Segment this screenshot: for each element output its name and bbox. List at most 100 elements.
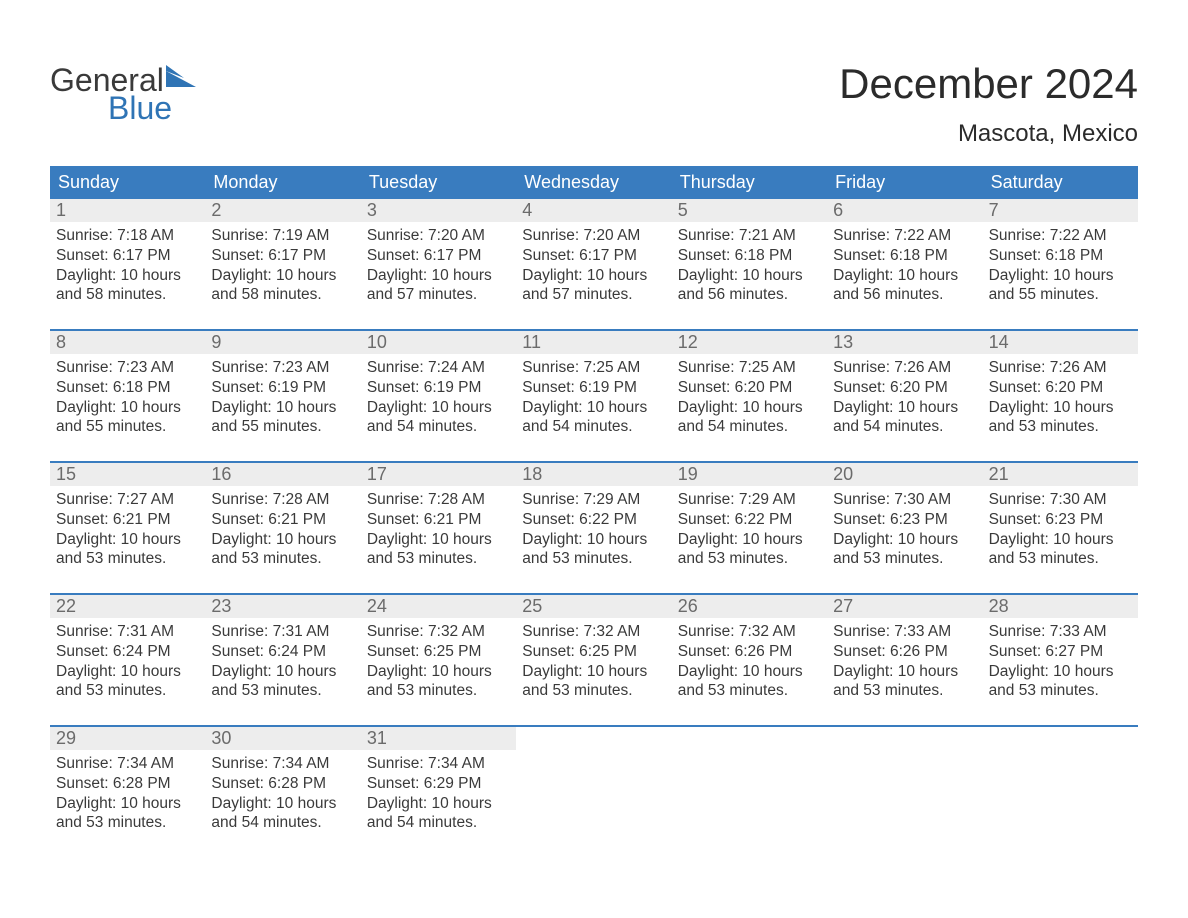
day-body: Sunrise: 7:27 AMSunset: 6:21 PMDaylight:… [50, 486, 205, 569]
day-body: Sunrise: 7:33 AMSunset: 6:27 PMDaylight:… [983, 618, 1138, 701]
day-cell: 30Sunrise: 7:34 AMSunset: 6:28 PMDayligh… [205, 727, 360, 849]
day-cell: 8 Sunrise: 7:23 AMSunset: 6:18 PMDaylight… [50, 331, 205, 453]
day-number-row: 3 [361, 199, 516, 222]
sunrise-text: Sunrise: 7:26 AM [833, 358, 976, 378]
sunset-text: Sunset: 6:25 PM [522, 642, 665, 662]
day-body: Sunrise: 7:34 AMSunset: 6:28 PMDaylight:… [205, 750, 360, 833]
brand-logo: General Blue [50, 60, 196, 124]
day-number: 6 [833, 200, 843, 220]
weeks-container: 1Sunrise: 7:18 AMSunset: 6:17 PMDaylight… [50, 199, 1138, 849]
daylight-line-2: and 53 minutes. [678, 549, 821, 569]
daylight-line-1: Daylight: 10 hours [56, 530, 199, 550]
sunrise-text: Sunrise: 7:32 AM [522, 622, 665, 642]
day-body: Sunrise: 7:33 AMSunset: 6:26 PMDaylight:… [827, 618, 982, 701]
day-cell: 20Sunrise: 7:30 AMSunset: 6:23 PMDayligh… [827, 463, 982, 585]
day-body: Sunrise: 7:34 AMSunset: 6:28 PMDaylight:… [50, 750, 205, 833]
day-number-row: 8 [50, 331, 205, 354]
day-number: 19 [678, 464, 698, 484]
daylight-line-2: and 58 minutes. [211, 285, 354, 305]
daylight-line-2: and 53 minutes. [989, 681, 1132, 701]
day-number: 13 [833, 332, 853, 352]
sunrise-text: Sunrise: 7:20 AM [367, 226, 510, 246]
day-number-row: 5 [672, 199, 827, 222]
daylight-line-2: and 53 minutes. [989, 549, 1132, 569]
day-number: 18 [522, 464, 542, 484]
sunrise-text: Sunrise: 7:21 AM [678, 226, 821, 246]
sunset-text: Sunset: 6:28 PM [211, 774, 354, 794]
sunset-text: Sunset: 6:24 PM [211, 642, 354, 662]
sunrise-text: Sunrise: 7:23 AM [211, 358, 354, 378]
day-cell: 16Sunrise: 7:28 AMSunset: 6:21 PMDayligh… [205, 463, 360, 585]
daylight-line-1: Daylight: 10 hours [367, 530, 510, 550]
daylight-line-1: Daylight: 10 hours [989, 662, 1132, 682]
day-cell: 1Sunrise: 7:18 AMSunset: 6:17 PMDaylight… [50, 199, 205, 321]
sunrise-text: Sunrise: 7:27 AM [56, 490, 199, 510]
sunrise-text: Sunrise: 7:34 AM [211, 754, 354, 774]
day-cell: 6Sunrise: 7:22 AMSunset: 6:18 PMDaylight… [827, 199, 982, 321]
sunrise-text: Sunrise: 7:22 AM [989, 226, 1132, 246]
flag-icon [166, 60, 196, 92]
sunset-text: Sunset: 6:18 PM [678, 246, 821, 266]
day-number-row: 1 [50, 199, 205, 222]
daylight-line-2: and 57 minutes. [367, 285, 510, 305]
daylight-line-2: and 54 minutes. [211, 813, 354, 833]
day-cell: 29Sunrise: 7:34 AMSunset: 6:28 PMDayligh… [50, 727, 205, 849]
day-body: Sunrise: 7:20 AMSunset: 6:17 PMDaylight:… [516, 222, 671, 305]
sunset-text: Sunset: 6:26 PM [833, 642, 976, 662]
day-number: 4 [522, 200, 532, 220]
day-number: 7 [989, 200, 999, 220]
day-number: 29 [56, 728, 76, 748]
sunset-text: Sunset: 6:29 PM [367, 774, 510, 794]
header: General Blue December 2024 Mascota, Mexi… [50, 60, 1138, 148]
day-number-row: 15 [50, 463, 205, 486]
sunrise-text: Sunrise: 7:25 AM [678, 358, 821, 378]
day-cell: 2Sunrise: 7:19 AMSunset: 6:17 PMDaylight… [205, 199, 360, 321]
sunrise-text: Sunrise: 7:26 AM [989, 358, 1132, 378]
day-number-row: 31 [361, 727, 516, 750]
page-root: General Blue December 2024 Mascota, Mexi… [0, 0, 1188, 849]
sunrise-text: Sunrise: 7:22 AM [833, 226, 976, 246]
daylight-line-2: and 53 minutes. [522, 549, 665, 569]
daylight-line-1: Daylight: 10 hours [367, 398, 510, 418]
day-body: Sunrise: 7:32 AMSunset: 6:25 PMDaylight:… [516, 618, 671, 701]
title-block: December 2024 Mascota, Mexico [839, 60, 1138, 148]
sunset-text: Sunset: 6:20 PM [989, 378, 1132, 398]
day-number-row: 7 [983, 199, 1138, 222]
weekday-label: Friday [827, 166, 982, 199]
day-number: 20 [833, 464, 853, 484]
daylight-line-1: Daylight: 10 hours [56, 398, 199, 418]
sunrise-text: Sunrise: 7:33 AM [989, 622, 1132, 642]
sunset-text: Sunset: 6:26 PM [678, 642, 821, 662]
day-number-row: 18 [516, 463, 671, 486]
day-cell: 26Sunrise: 7:32 AMSunset: 6:26 PMDayligh… [672, 595, 827, 717]
weekday-header-row: SundayMondayTuesdayWednesdayThursdayFrid… [50, 166, 1138, 199]
sunrise-text: Sunrise: 7:23 AM [56, 358, 199, 378]
day-cell: 31Sunrise: 7:34 AMSunset: 6:29 PMDayligh… [361, 727, 516, 849]
day-cell: 4Sunrise: 7:20 AMSunset: 6:17 PMDaylight… [516, 199, 671, 321]
day-number-row: 16 [205, 463, 360, 486]
day-number-row [827, 727, 982, 729]
daylight-line-2: and 54 minutes. [367, 417, 510, 437]
sunset-text: Sunset: 6:18 PM [56, 378, 199, 398]
day-number-row: 29 [50, 727, 205, 750]
weekday-label: Monday [205, 166, 360, 199]
day-body: Sunrise: 7:30 AMSunset: 6:23 PMDaylight:… [983, 486, 1138, 569]
day-number: 3 [367, 200, 377, 220]
day-body: Sunrise: 7:22 AMSunset: 6:18 PMDaylight:… [983, 222, 1138, 305]
sunset-text: Sunset: 6:24 PM [56, 642, 199, 662]
sunrise-text: Sunrise: 7:30 AM [989, 490, 1132, 510]
weekday-label: Thursday [672, 166, 827, 199]
day-number: 11 [522, 332, 541, 352]
daylight-line-1: Daylight: 10 hours [367, 794, 510, 814]
day-cell: 12Sunrise: 7:25 AMSunset: 6:20 PMDayligh… [672, 331, 827, 453]
sunrise-text: Sunrise: 7:30 AM [833, 490, 976, 510]
day-number-row: 17 [361, 463, 516, 486]
day-cell: 14Sunrise: 7:26 AMSunset: 6:20 PMDayligh… [983, 331, 1138, 453]
location-label: Mascota, Mexico [839, 120, 1138, 148]
sunrise-text: Sunrise: 7:29 AM [678, 490, 821, 510]
day-number-row: 4 [516, 199, 671, 222]
day-number-row: 11 [516, 331, 671, 354]
daylight-line-2: and 54 minutes. [522, 417, 665, 437]
weekday-label: Saturday [983, 166, 1138, 199]
sunset-text: Sunset: 6:23 PM [833, 510, 976, 530]
